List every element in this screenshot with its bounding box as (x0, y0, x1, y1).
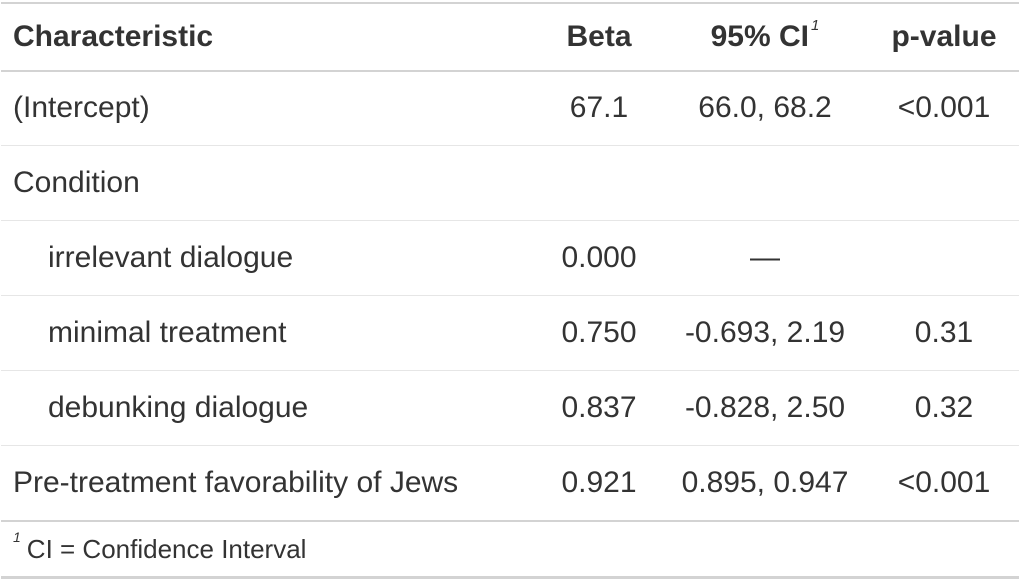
row-p-value (875, 146, 1013, 220)
table-top-rule (1, 2, 1019, 4)
row-beta: 0.000 (561, 241, 637, 274)
row-ci: — (750, 241, 780, 274)
header-characteristic: Characteristic (13, 20, 214, 53)
row-beta (550, 146, 648, 220)
row-p-value (875, 221, 1013, 295)
header-beta: Beta (566, 20, 632, 53)
row-characteristic: irrelevant dialogue (48, 241, 294, 274)
row-p-value: 0.31 (914, 316, 974, 349)
table-footnote: 1 CI = Confidence Interval (1, 520, 1019, 579)
header-ci: 95% CI 1 (661, 4, 869, 70)
table-row-condition: Condition (1, 146, 1019, 221)
footnote-text: CI = Confidence Interval (26, 533, 307, 564)
row-characteristic: (Intercept) (13, 91, 150, 124)
row-p-value: 0.32 (914, 391, 974, 424)
header-ci-label: 95% CI (710, 20, 810, 53)
row-beta: 0.837 (561, 391, 637, 424)
row-beta: 0.921 (561, 466, 637, 499)
row-ci: -0.693, 2.19 (684, 316, 846, 349)
header-ci-footnote-mark: 1 (811, 16, 820, 34)
row-characteristic: debunking dialogue (48, 391, 309, 424)
row-characteristic: minimal treatment (48, 316, 287, 349)
row-characteristic: Condition (13, 166, 140, 199)
table-header-row: Characteristic Beta 95% CI 1 p-value (1, 4, 1019, 72)
table-row-minimal-treatment: minimal treatment 0.750 -0.693, 2.19 0.3… (1, 296, 1019, 371)
table-row-debunking-dialogue: debunking dialogue 0.837 -0.828, 2.50 0.… (1, 371, 1019, 446)
table-row-irrelevant-dialogue: irrelevant dialogue 0.000 — (1, 221, 1019, 296)
row-ci: 66.0, 68.2 (698, 91, 832, 124)
table-row-pretreatment-favorability: Pre-treatment favorability of Jews 0.921… (1, 446, 1019, 521)
row-ci: 0.895, 0.947 (681, 466, 849, 499)
header-p-value: p-value (891, 20, 997, 53)
row-beta: 67.1 (569, 91, 629, 124)
row-p-value: <0.001 (897, 91, 991, 124)
table-row-intercept: (Intercept) 67.1 66.0, 68.2 <0.001 (1, 71, 1019, 146)
row-ci: -0.828, 2.50 (684, 391, 846, 424)
row-characteristic: Pre-treatment favorability of Jews (13, 466, 459, 499)
row-beta: 0.750 (561, 316, 637, 349)
row-ci (661, 146, 869, 220)
row-p-value: <0.001 (897, 466, 991, 499)
footnote-mark: 1 (13, 529, 21, 545)
